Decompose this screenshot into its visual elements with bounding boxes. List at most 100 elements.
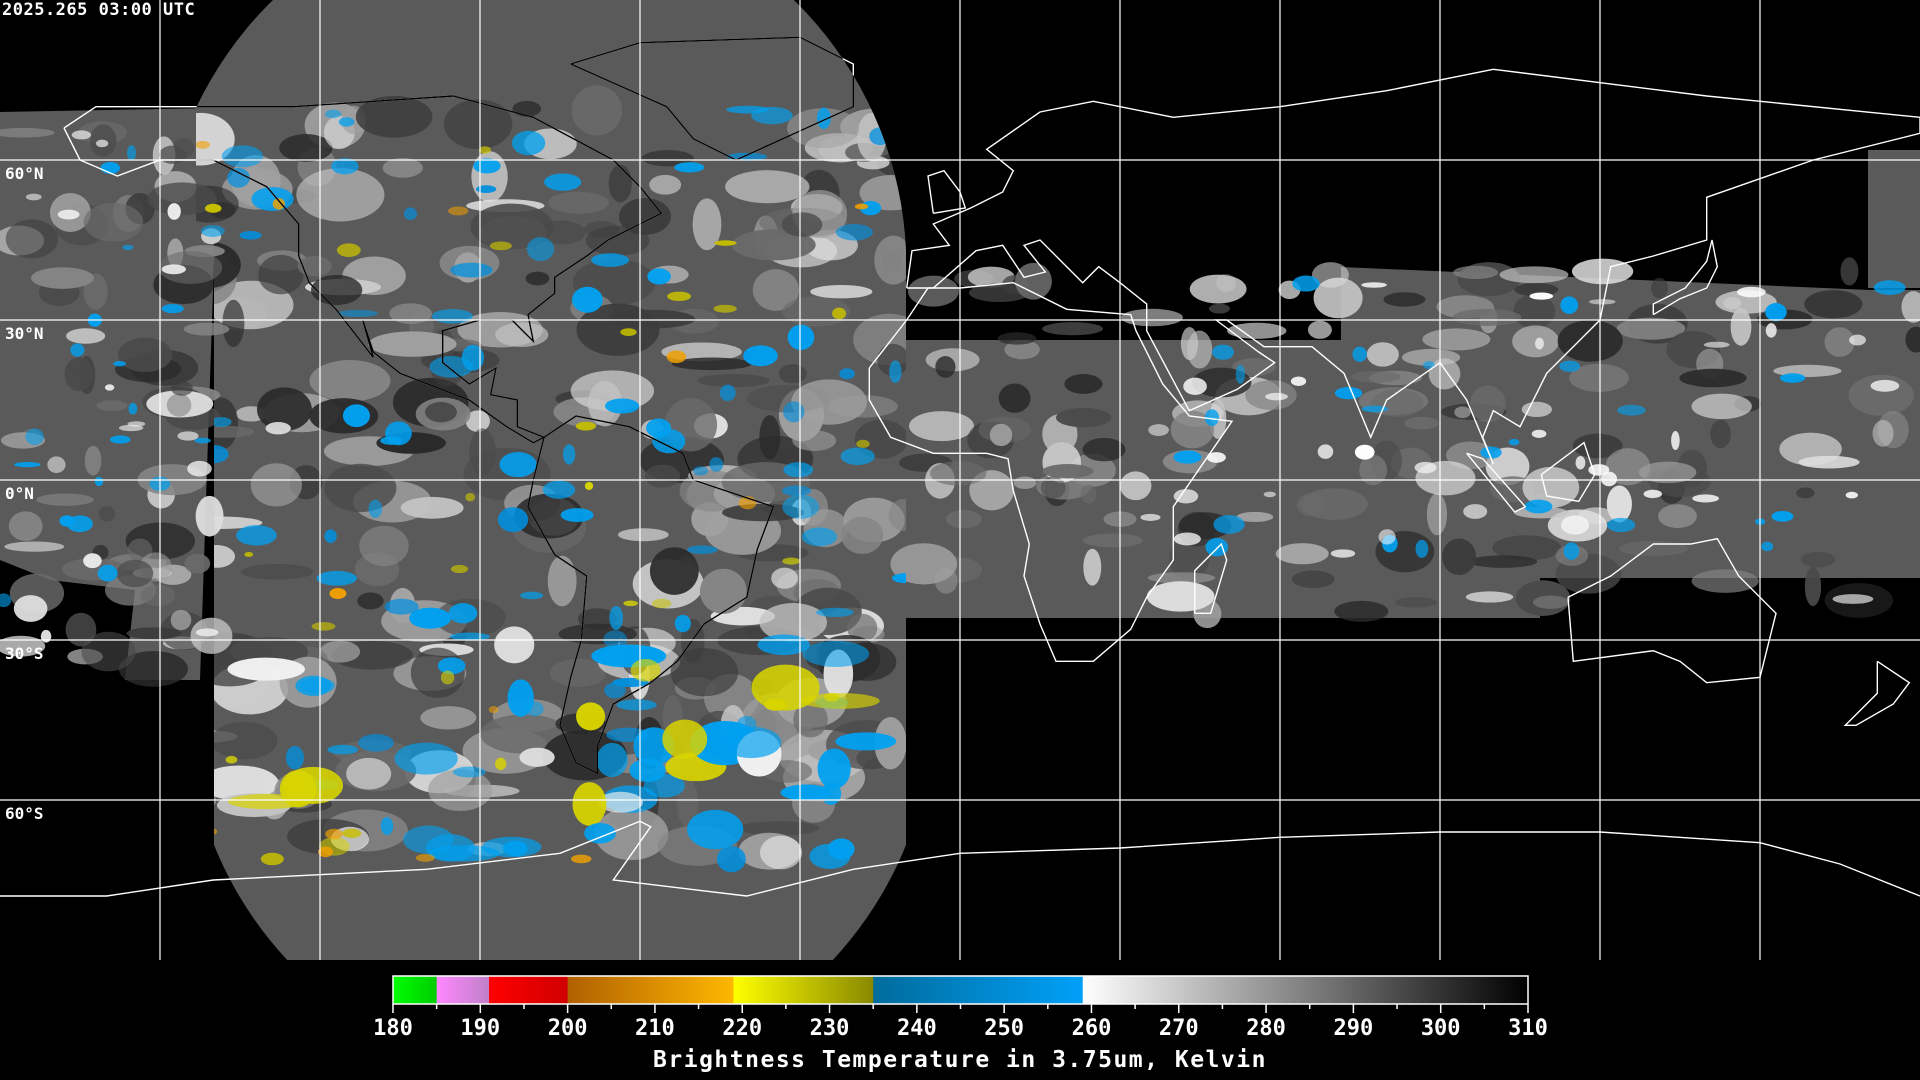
cloud-blob [236, 525, 277, 546]
cloud-blob [1173, 532, 1201, 546]
cloud-blob [211, 721, 278, 760]
cloud-blob [782, 296, 851, 327]
cloud-blob [548, 191, 609, 214]
colorbar-segment [393, 976, 438, 1004]
cloud-blob [389, 303, 433, 324]
cloud-blob [470, 203, 554, 250]
cloud-blob [336, 243, 361, 258]
cloud-blob [260, 852, 284, 866]
cloud-blob [1300, 488, 1368, 520]
cloud-blob [832, 307, 847, 320]
cloud-blob [104, 384, 115, 391]
cloud-blob [1313, 277, 1363, 319]
cloud-blob [118, 651, 188, 687]
cloud-blob [809, 843, 851, 869]
cloud-blob [1275, 543, 1329, 565]
cloud-blob [448, 603, 478, 624]
cloud-blob [1366, 342, 1399, 367]
cloud-blob [1213, 515, 1245, 534]
colorbar-title: Brightness Temperature in 3.75um, Kelvin [653, 1047, 1267, 1073]
cloud-blob [222, 299, 245, 348]
cloud-blob [1575, 456, 1586, 470]
cloud-blob [1120, 308, 1183, 327]
cloud-blob [1064, 374, 1103, 394]
cloud-blob [764, 698, 788, 711]
cloud-blob [998, 383, 1031, 413]
cloud-blob [448, 206, 469, 216]
cloud-blob [1082, 533, 1143, 548]
cloud-blob [1703, 341, 1730, 348]
cloud-blob [1470, 385, 1506, 423]
cloud-blob [507, 679, 534, 717]
colorbar-tick-label: 260 [1072, 1016, 1112, 1041]
cloud-blob [324, 529, 337, 543]
cloud-blob [720, 726, 782, 759]
cloud-blob [227, 657, 305, 681]
cloud-blob [737, 821, 820, 836]
cloud-blob [478, 146, 491, 154]
colorbar-tick-label: 180 [373, 1016, 413, 1041]
cloud-blob [759, 602, 827, 642]
cloud-blob [1422, 328, 1491, 351]
colorbar-tick-label: 300 [1421, 1016, 1461, 1041]
cloud-blob [1901, 291, 1920, 323]
cloud-blob [609, 605, 624, 630]
colorbar-tick-label: 210 [635, 1016, 675, 1041]
cloud-blob [594, 807, 669, 861]
cloud-blob [184, 553, 211, 574]
cloud-blob [479, 714, 569, 754]
cloud-blob [513, 493, 584, 539]
cloud-blob [835, 732, 897, 751]
cloud-blob [1845, 491, 1858, 499]
cloud-blob [1710, 419, 1731, 449]
cloud-blob [1465, 591, 1514, 603]
lat-label: 60°N [5, 164, 44, 183]
coastline-eurasia [906, 68, 1920, 465]
colorbar-tick-label: 280 [1246, 1016, 1286, 1041]
cloud-blob [816, 107, 831, 130]
cloud-blob [1442, 538, 1477, 575]
cloud-blob [604, 682, 626, 699]
cloud-blob [1588, 299, 1616, 305]
cloud-blob [117, 337, 173, 373]
cloud-blob [359, 525, 409, 567]
cloud-blob [930, 461, 987, 486]
cloud-blob [1414, 461, 1437, 474]
cloud-blob [1404, 416, 1439, 430]
cloud-blob [1671, 430, 1680, 451]
cloud-blob [1352, 346, 1367, 362]
cloud-blob [497, 507, 529, 533]
cloud-blob [452, 766, 486, 778]
cloud-blob [437, 657, 466, 675]
cloud-blob [65, 612, 97, 647]
cloud-blob [1453, 265, 1499, 279]
cloud-blob [1056, 407, 1112, 428]
cloud-blob [853, 313, 906, 366]
cloud-blob [346, 757, 392, 790]
cloud-blob [787, 324, 815, 351]
cloud-blob [725, 170, 810, 204]
cloud-blob [1208, 303, 1231, 314]
cloud-blob [1170, 410, 1215, 449]
cloud-blob [1730, 307, 1752, 346]
cloud-blob [36, 493, 94, 506]
cloud-blob [465, 410, 490, 432]
cloud-blob [1606, 485, 1632, 523]
cloud-blob [835, 224, 874, 241]
cloud-blob [616, 699, 657, 711]
cloud-blob [1454, 406, 1471, 419]
cloud-blob [1183, 377, 1207, 395]
coastline-greenland-dark [570, 36, 854, 161]
cloud-blob [210, 417, 232, 427]
cloud-blob [403, 207, 418, 221]
cloud-blob [847, 613, 878, 642]
cloud-blob [644, 464, 681, 488]
cloud-blob [1832, 594, 1874, 604]
cloud-blob [1513, 294, 1556, 329]
cloud-blob [1140, 513, 1161, 521]
cloud-blob [368, 331, 457, 357]
cloud-blob [382, 157, 423, 178]
cloud-blob [778, 364, 807, 384]
cloud-blob [591, 253, 630, 267]
cloud-blob [1508, 438, 1520, 446]
